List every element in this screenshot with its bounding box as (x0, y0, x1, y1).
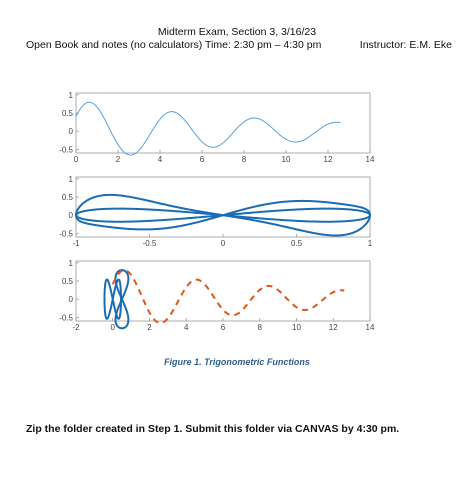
exam-title: Midterm Exam, Section 3, 3/16/23 (157, 26, 317, 38)
y-tick-label: 0.5 (62, 109, 74, 118)
y-tick-label: 1 (69, 91, 74, 100)
plot-3-parametric-curve (103, 278, 123, 320)
exam-rules: Open Book and notes (no calculators) Tim… (26, 39, 322, 51)
x-tick-label: 14 (366, 155, 375, 164)
x-tick-label: 8 (258, 323, 263, 332)
submission-instruction: Zip the folder created in Step 1. Submit… (26, 423, 400, 435)
plot-1-series-1 (75, 101, 341, 156)
y-tick-label: 0.5 (62, 193, 74, 202)
plot-1-axes-box (75, 92, 371, 154)
x-tick-label: 10 (282, 155, 291, 164)
y-tick-label: -0.5 (59, 145, 73, 154)
x-tick-label: 0 (221, 239, 226, 248)
x-tick-label: 12 (329, 323, 338, 332)
x-tick-label: 2 (116, 155, 121, 164)
x-tick-label: 4 (158, 155, 163, 164)
x-tick-label: 14 (366, 323, 375, 332)
x-tick-label: 12 (324, 155, 333, 164)
x-tick-label: -0.5 (143, 239, 157, 248)
plot-3-series-2 (111, 269, 345, 324)
plot-3-parametric-curve-2 (114, 269, 130, 330)
y-tick-label: 0 (69, 211, 74, 220)
y-tick-label: 1 (69, 259, 74, 268)
x-tick-label: 2 (147, 323, 152, 332)
x-tick-label: 10 (292, 323, 301, 332)
y-tick-label: -0.5 (59, 313, 73, 322)
instructor-name: Instructor: E.M. Eke (359, 39, 452, 51)
x-tick-label: 0 (74, 155, 79, 164)
y-tick-label: -0.5 (59, 229, 73, 238)
x-tick-label: -1 (72, 239, 80, 248)
y-tick-label: 0 (69, 295, 74, 304)
x-tick-label: 0 (111, 323, 116, 332)
x-tick-label: 6 (200, 155, 205, 164)
y-tick-label: 0 (69, 127, 74, 136)
y-tick-label: 1 (69, 175, 74, 184)
y-tick-label: 0.5 (62, 277, 74, 286)
x-tick-label: -2 (72, 323, 80, 332)
figure-caption: Figure 1. Trigonometric Functions (164, 357, 310, 367)
x-tick-label: 1 (368, 239, 373, 248)
x-tick-label: 6 (221, 323, 226, 332)
x-tick-label: 8 (242, 155, 247, 164)
x-tick-label: 4 (184, 323, 189, 332)
x-tick-label: 0.5 (291, 239, 303, 248)
plot-2-curve-inner (74, 207, 371, 223)
